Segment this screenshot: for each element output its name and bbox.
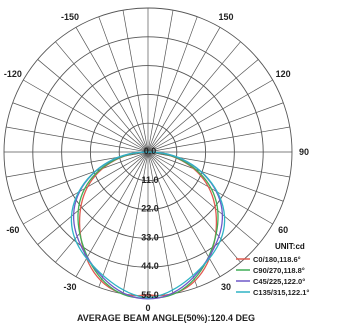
average-beam-angle-label: AVERAGE BEAM ANGLE(50%):120.4 DEG — [77, 313, 255, 323]
grid-spoke — [122, 151, 149, 294]
radial-tick-label: 0.0 — [144, 146, 157, 156]
grid-spoke — [23, 79, 149, 153]
radial-tick-label: 33.0 — [141, 232, 159, 242]
grid-spoke — [6, 126, 149, 153]
grid-spoke — [12, 151, 149, 202]
grid-spoke — [122, 10, 149, 153]
grid-spoke — [147, 151, 174, 294]
radial-tick-label: 44.0 — [141, 261, 159, 271]
grid-spoke — [147, 151, 221, 277]
angle-label: -60 — [6, 225, 19, 235]
grid-spoke — [12, 102, 149, 153]
grid-spoke — [55, 151, 149, 263]
angle-label: 60 — [278, 225, 288, 235]
legend-entry: C45/225,122.0° — [253, 277, 305, 286]
grid-spoke — [147, 79, 273, 153]
grid-spoke — [147, 151, 241, 263]
intensity-curves — [70, 151, 226, 300]
legend-entry: C90/270,118.8° — [253, 266, 305, 275]
grid-spoke — [147, 151, 198, 288]
grid-spoke — [75, 27, 149, 153]
grid-spoke — [147, 10, 174, 153]
angle-label: 30 — [221, 282, 231, 292]
grid-spoke — [147, 151, 284, 202]
angle-label: -120 — [4, 69, 22, 79]
legend-entry: C0/180,118.6° — [253, 255, 301, 264]
radial-tick-label: 55.0 — [141, 290, 159, 300]
angle-label: 120 — [276, 69, 291, 79]
intensity-curve — [78, 151, 218, 297]
grid-spoke — [147, 126, 290, 153]
grid-spoke — [37, 151, 149, 245]
grid-spoke — [147, 27, 221, 153]
grid-spoke — [147, 59, 259, 153]
grid-spoke — [147, 102, 284, 153]
radial-tick-label: 11.0 — [141, 175, 158, 185]
intensity-curve — [70, 151, 226, 299]
radial-tick-label: 22.0 — [141, 204, 159, 214]
grid-spoke — [55, 41, 149, 153]
grid-spoke — [37, 59, 149, 153]
legend-entry: C135/315,122.1° — [253, 288, 309, 297]
unit-label: UNIT:cd — [275, 242, 305, 251]
grid-spoke — [98, 151, 149, 288]
angle-label: 90 — [299, 147, 309, 157]
grid-spoke — [147, 151, 259, 245]
grid-spoke — [98, 16, 149, 153]
grid-spoke — [75, 151, 149, 277]
radial-tick-labels: 0.0 11.0 22.0 33.0 44.0 55.0 — [141, 146, 159, 300]
legend: UNIT:cd C0/180,118.6° C90/270,118.8° C45/22… — [236, 242, 309, 297]
grid-spoke — [147, 16, 198, 153]
angle-label: -/+180 — [135, 0, 161, 1]
angle-label: 0 — [145, 303, 150, 313]
angle-label: -30 — [63, 282, 76, 292]
angle-label: 150 — [218, 12, 233, 22]
grid-spoke — [147, 41, 241, 153]
angle-label: -150 — [61, 12, 79, 22]
polar-grid — [3, 7, 293, 297]
